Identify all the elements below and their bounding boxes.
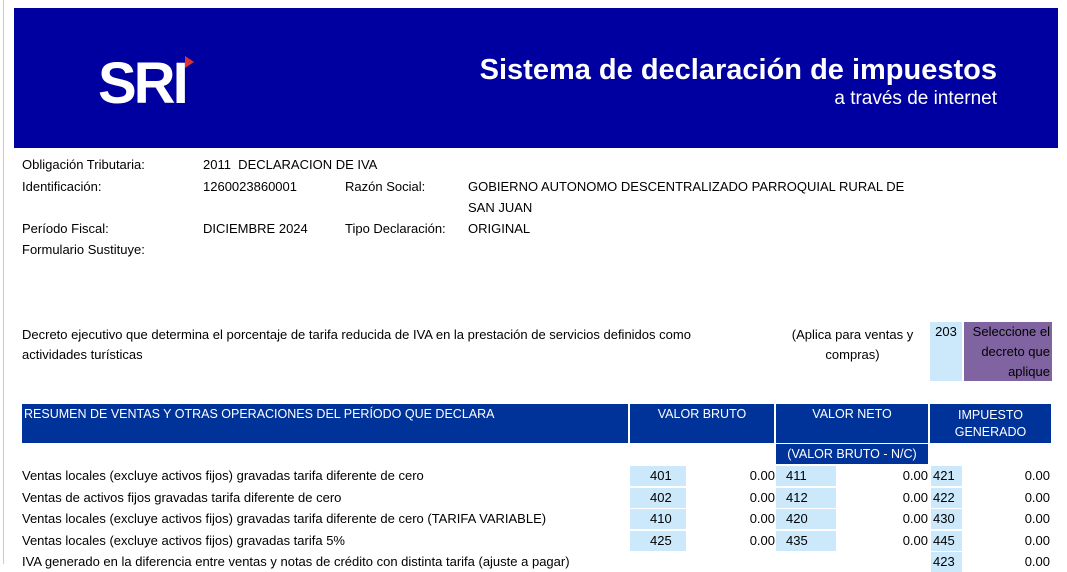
impuesto-field[interactable]: 0.00 [1024,511,1050,526]
decreto-select-line: Seleccione el [972,324,1050,339]
field-code: 422 [931,487,962,508]
table-title: RESUMEN DE VENTAS Y OTRAS OPERACIONES DE… [22,404,630,443]
valor-neto-field[interactable]: 0.00 [902,532,928,548]
col-impuesto: IMPUESTO GENERADO [930,404,1051,443]
valor-bruto-field[interactable]: 0.00 [749,532,775,548]
col-impuesto-line: GENERADO [954,425,1027,439]
row-label: Ventas de activos fijos gravadas tarifa … [22,489,342,505]
valor-bruto-field[interactable]: 0.00 [749,489,775,505]
decreto-select-line: decreto que [981,344,1050,359]
col-valor-neto: VALOR NETO [776,404,930,443]
page-border [3,0,4,564]
impuesto-field[interactable]: 0.00 [1024,489,1050,505]
impuesto-field[interactable]: 0.00 [1024,554,1050,569]
field-code: 435 [776,530,836,551]
field-code: 401 [630,466,686,486]
razon-value: GOBIERNO AUTONOMO DESCENTRALIZADO PARROQ… [468,179,905,194]
col-valor-bruto: VALOR BRUTO [630,404,776,443]
valor-neto-field[interactable]: 0.00 [902,468,928,483]
field-code: 423 [931,552,962,572]
obligacion-label: Obligación Tributaria: [22,157,145,172]
field-code: 425 [630,530,686,551]
row-label: Ventas locales (excluye activos fijos) g… [22,532,345,548]
col-valor-neto-sub: (VALOR BRUTO - N/C) [776,444,928,464]
field-code: 411 [776,466,836,486]
sri-logo: SRI [98,51,189,116]
decreto-note-cont: compras) [825,347,880,362]
decreto-text: Decreto ejecutivo que determina el porce… [22,327,691,342]
page-title: Sistema de declaración de impuestos [479,54,997,86]
razon-value-cont: SAN JUAN [468,200,533,215]
field-code: 412 [776,487,836,508]
row-label: Ventas locales (excluye activos fijos) g… [22,511,547,526]
logo-triangle-icon [185,56,194,68]
page-subtitle: a través de internet [834,88,997,109]
header-banner [14,8,1058,148]
row-label: Ventas locales (excluye activos fijos) g… [22,468,424,483]
identificacion-label: Identificación: [22,179,102,194]
valor-neto-field[interactable]: 0.00 [902,511,928,526]
col-impuesto-line: IMPUESTO [957,408,1024,422]
sustituye-label: Formulario Sustituye: [22,242,145,257]
identificacion-value: 1260023860001 [203,179,297,194]
row-label: IVA generado en la diferencia entre vent… [22,554,570,569]
tipo-label: Tipo Declaración: [345,221,446,236]
decreto-select[interactable]: Seleccione el decreto que aplique [964,322,1052,381]
valor-bruto-field[interactable]: 0.00 [749,468,775,483]
decreto-code: 203 [930,322,962,381]
valor-neto-field[interactable]: 0.00 [902,489,928,505]
field-code: 410 [630,509,686,529]
decreto-select-line: aplique [1008,364,1050,379]
field-code: 430 [931,509,962,529]
decreto-text-cont: actividades turísticas [22,347,143,362]
periodo-label: Período Fiscal: [22,221,109,236]
periodo-value: DICIEMBRE 2024 [203,221,308,236]
field-code: 420 [776,509,836,529]
impuesto-field[interactable]: 0.00 [1024,532,1050,548]
impuesto-field[interactable]: 0.00 [1024,468,1050,483]
obligacion-value: 2011 DECLARACION DE IVA [203,157,378,172]
valor-bruto-field[interactable]: 0.00 [749,511,775,526]
decreto-note: (Aplica para ventas y [791,327,914,342]
field-code: 421 [931,466,962,486]
razon-label: Razón Social: [345,179,426,194]
field-code: 445 [931,530,962,551]
tipo-value: ORIGINAL [468,221,531,236]
field-code: 402 [630,487,686,508]
